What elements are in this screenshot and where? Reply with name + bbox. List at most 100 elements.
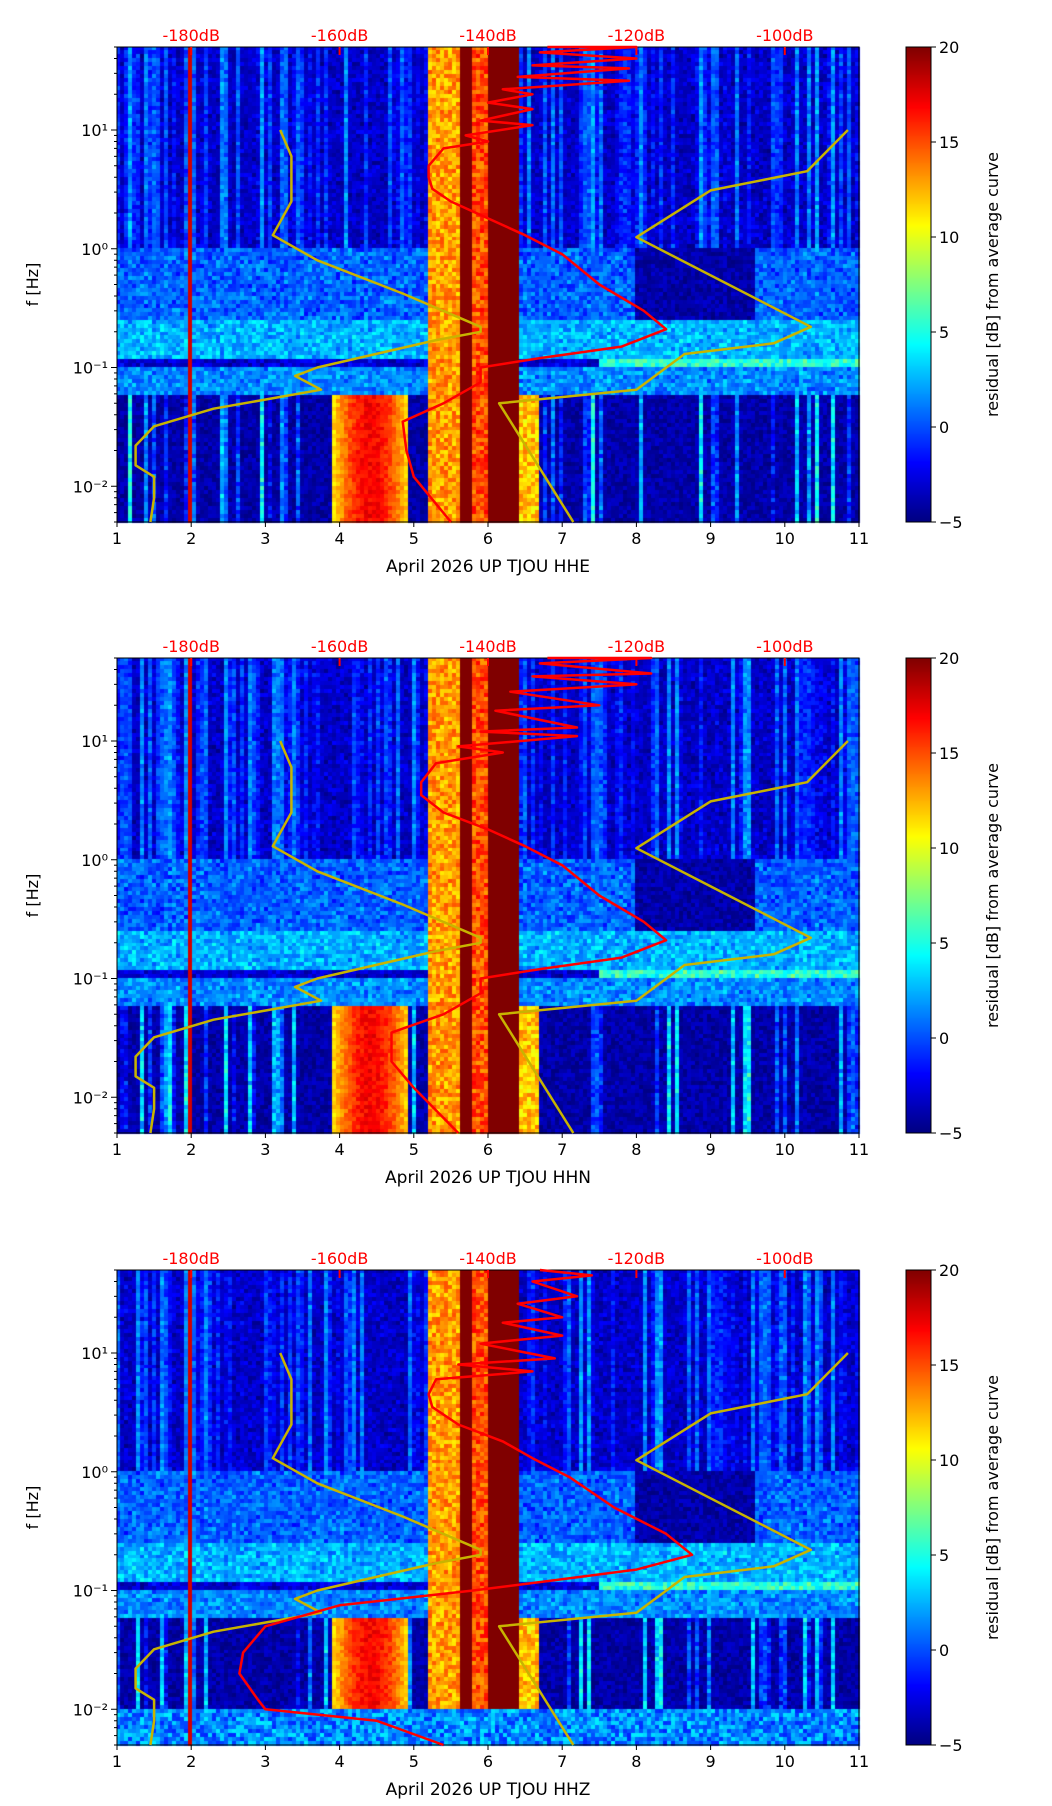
x-tick-label: 10 <box>775 1140 795 1159</box>
series-average-curve <box>238 1268 694 1747</box>
x-tick-label: 11 <box>849 1752 869 1771</box>
x-tick-label: 7 <box>557 1752 567 1771</box>
colorbar-tick-label: 10 <box>939 228 959 247</box>
x-tick-label: 7 <box>557 1140 567 1159</box>
colorbar <box>905 657 932 1134</box>
colorbar-tick-label: 5 <box>939 323 949 342</box>
y-tick-label: 10¹ <box>81 121 108 140</box>
colorbar-tick-label: 20 <box>939 38 959 57</box>
db-scale-label: -120dB <box>608 637 665 656</box>
x-tick-label: 3 <box>260 529 270 548</box>
y-tick-label: 10⁻¹ <box>73 1582 108 1601</box>
x-tick-label: 4 <box>335 529 345 548</box>
x-tick-label: 5 <box>409 1752 419 1771</box>
x-tick-label: 4 <box>335 1140 345 1159</box>
x-axis-label: April 2026 UP TJOU HHE <box>386 557 590 577</box>
series-percentile-high <box>497 740 849 1134</box>
y-tick-label: 10⁻² <box>73 1088 108 1107</box>
colorbar-label: residual [dB] from average curve <box>983 1375 1002 1640</box>
x-tick-label: 11 <box>849 529 869 548</box>
x-tick-label: 4 <box>335 1752 345 1771</box>
y-tick-label: 10⁻² <box>73 477 108 496</box>
x-tick-label: 9 <box>706 1752 716 1771</box>
db-scale-label: -180dB <box>162 637 219 656</box>
y-tick-label: 10⁻¹ <box>73 359 108 378</box>
db-scale-label: -100dB <box>756 26 813 45</box>
y-tick-label: 10⁻² <box>73 1700 108 1719</box>
colorbar-tick-label: −5 <box>939 513 963 532</box>
db-scale-label: -100dB <box>756 637 813 656</box>
db-scale-label: -160dB <box>311 26 368 45</box>
series-percentile-low <box>134 740 482 1134</box>
x-tick-label: 1 <box>112 1140 122 1159</box>
colorbar-tick-label: −5 <box>939 1124 963 1143</box>
x-tick-label: 2 <box>186 1140 196 1159</box>
colorbar-label: residual [dB] from average curve <box>983 763 1002 1028</box>
x-tick-label: 8 <box>631 1140 641 1159</box>
x-tick-label: 5 <box>409 529 419 548</box>
db-scale-label: -180dB <box>162 1249 219 1268</box>
plot-frame <box>116 1269 860 1746</box>
series-average-curve <box>390 656 668 1134</box>
colorbar-tick-label: 15 <box>939 744 959 763</box>
x-tick-label: 9 <box>706 1140 716 1159</box>
y-tick-label: 10⁻¹ <box>73 970 108 989</box>
x-tick-label: 11 <box>849 1140 869 1159</box>
panel-3: 1 2 3 4 5 6 7 8 9 10 11 10⁻² 10⁻¹ 10⁰ 10¹ -180dB -160dB -… <box>23 1249 1002 1800</box>
db-scale-label: -180dB <box>162 26 219 45</box>
x-tick-label: 2 <box>186 1752 196 1771</box>
series-percentile-high <box>497 129 849 523</box>
db-scale-label: -140dB <box>459 1249 516 1268</box>
x-tick-label: 6 <box>483 1140 493 1159</box>
y-axis-label: f [Hz] <box>23 263 42 307</box>
series-percentile-low <box>134 1352 482 1746</box>
colorbar-tick-label: 20 <box>939 1261 959 1280</box>
y-tick-label: 10⁰ <box>81 851 108 870</box>
y-tick-label: 10⁰ <box>81 240 108 259</box>
plot-frame <box>116 657 860 1134</box>
db-scale-label: -140dB <box>459 637 516 656</box>
x-tick-label: 5 <box>409 1140 419 1159</box>
x-tick-label: 1 <box>112 1752 122 1771</box>
colorbar-tick-label: −5 <box>939 1736 963 1755</box>
x-tick-label: 6 <box>483 1752 493 1771</box>
colorbar-tick-label: 15 <box>939 1356 959 1375</box>
x-tick-label: 8 <box>631 1752 641 1771</box>
colorbar-tick-label: 10 <box>939 1451 959 1470</box>
x-tick-label: 10 <box>775 529 795 548</box>
series-percentile-low <box>134 129 482 523</box>
db-scale-label: -100dB <box>756 1249 813 1268</box>
x-tick-label: 6 <box>483 529 493 548</box>
y-tick-label: 10⁰ <box>81 1463 108 1482</box>
colorbar-tick-label: 0 <box>939 1029 949 1048</box>
db-scale-label: -120dB <box>608 1249 665 1268</box>
db-scale-label: -120dB <box>608 26 665 45</box>
colorbar-tick-label: 0 <box>939 1641 949 1660</box>
colorbar-tick-label: 15 <box>939 133 959 152</box>
colorbar <box>905 46 932 523</box>
db-scale-label: -160dB <box>311 637 368 656</box>
y-tick-label: 10¹ <box>81 732 108 751</box>
series-percentile-high <box>497 1352 849 1746</box>
db-scale-label: -140dB <box>459 26 516 45</box>
panel-1: 1 2 3 4 5 6 7 8 9 10 11 10⁻² 10⁻¹ 10⁰ 10¹ -180dB -160dB -… <box>23 26 1002 577</box>
x-axis-label: April 2026 UP TJOU HHN <box>385 1168 591 1188</box>
colorbar <box>905 1269 932 1746</box>
series-average-curve <box>401 45 668 523</box>
panel-2: 1 2 3 4 5 6 7 8 9 10 11 10⁻² 10⁻¹ 10⁰ 10¹ -180dB -160dB -… <box>23 637 1002 1188</box>
colorbar-tick-label: 0 <box>939 418 949 437</box>
x-tick-label: 2 <box>186 529 196 548</box>
y-axis-label: f [Hz] <box>23 874 42 918</box>
y-axis-label: f [Hz] <box>23 1486 42 1530</box>
x-tick-label: 8 <box>631 529 641 548</box>
x-tick-label: 3 <box>260 1140 270 1159</box>
x-tick-label: 9 <box>706 529 716 548</box>
x-axis-label: April 2026 UP TJOU HHZ <box>386 1780 591 1800</box>
colorbar-tick-label: 5 <box>939 1546 949 1565</box>
colorbar-label: residual [dB] from average curve <box>983 152 1002 417</box>
x-tick-label: 7 <box>557 529 567 548</box>
db-scale-label: -160dB <box>311 1249 368 1268</box>
